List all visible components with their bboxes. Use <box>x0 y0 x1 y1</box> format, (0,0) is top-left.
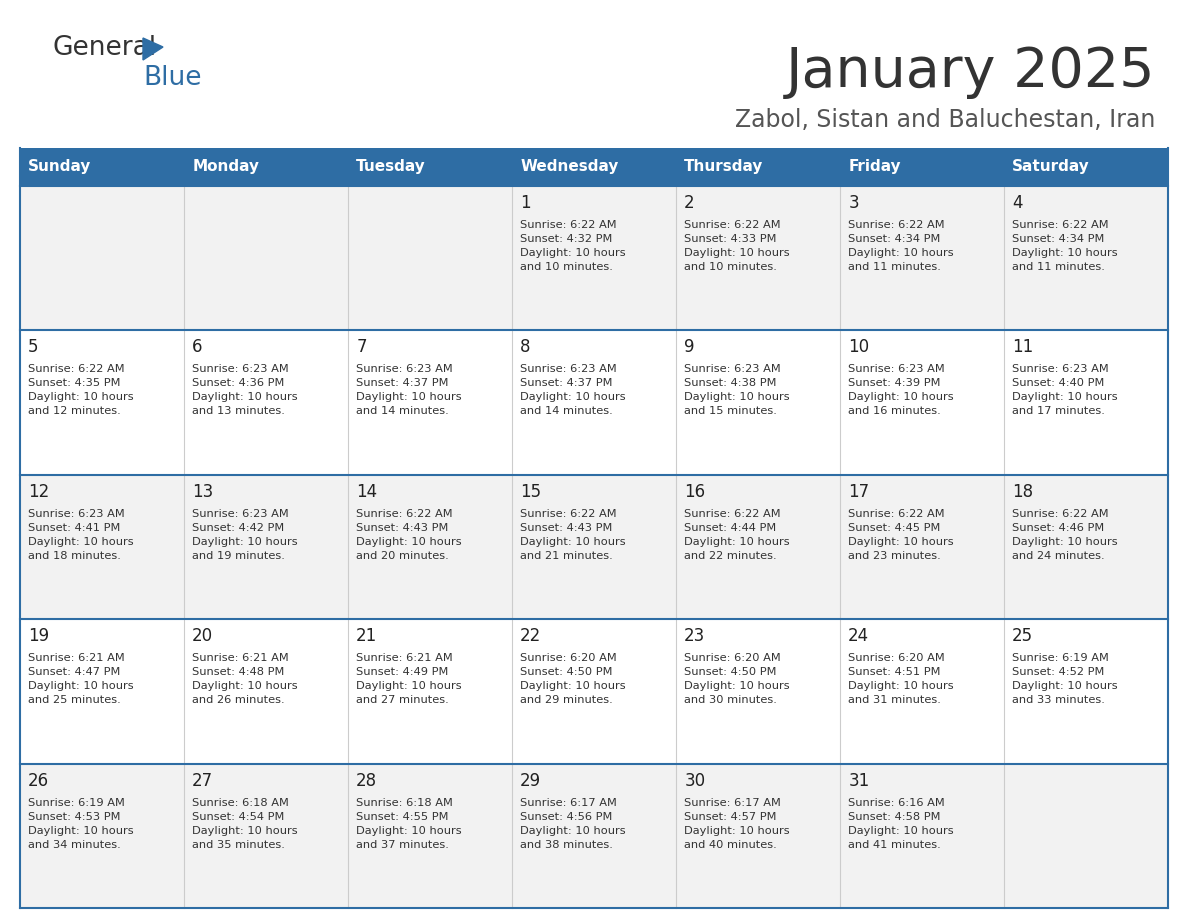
Text: Sunrise: 6:23 AM
Sunset: 4:39 PM
Daylight: 10 hours
and 16 minutes.: Sunrise: 6:23 AM Sunset: 4:39 PM Dayligh… <box>848 364 954 417</box>
Text: Sunrise: 6:18 AM
Sunset: 4:54 PM
Daylight: 10 hours
and 35 minutes.: Sunrise: 6:18 AM Sunset: 4:54 PM Dayligh… <box>192 798 298 849</box>
Text: 13: 13 <box>192 483 214 500</box>
Text: 14: 14 <box>356 483 378 500</box>
Text: Friday: Friday <box>848 160 901 174</box>
Text: 5: 5 <box>29 339 39 356</box>
Text: Sunrise: 6:23 AM
Sunset: 4:38 PM
Daylight: 10 hours
and 15 minutes.: Sunrise: 6:23 AM Sunset: 4:38 PM Dayligh… <box>684 364 790 417</box>
Bar <box>20 186 1168 330</box>
Text: Blue: Blue <box>143 65 202 91</box>
Bar <box>184 148 348 186</box>
Text: 3: 3 <box>848 194 859 212</box>
Text: Sunrise: 6:22 AM
Sunset: 4:46 PM
Daylight: 10 hours
and 24 minutes.: Sunrise: 6:22 AM Sunset: 4:46 PM Dayligh… <box>1012 509 1118 561</box>
Text: Sunrise: 6:23 AM
Sunset: 4:37 PM
Daylight: 10 hours
and 14 minutes.: Sunrise: 6:23 AM Sunset: 4:37 PM Dayligh… <box>520 364 626 417</box>
Polygon shape <box>143 38 163 60</box>
Text: 17: 17 <box>848 483 870 500</box>
Text: 12: 12 <box>29 483 50 500</box>
Text: Sunrise: 6:20 AM
Sunset: 4:51 PM
Daylight: 10 hours
and 31 minutes.: Sunrise: 6:20 AM Sunset: 4:51 PM Dayligh… <box>848 653 954 705</box>
Text: Sunrise: 6:18 AM
Sunset: 4:55 PM
Daylight: 10 hours
and 37 minutes.: Sunrise: 6:18 AM Sunset: 4:55 PM Dayligh… <box>356 798 462 849</box>
Text: Wednesday: Wednesday <box>520 160 619 174</box>
Text: Sunrise: 6:22 AM
Sunset: 4:44 PM
Daylight: 10 hours
and 22 minutes.: Sunrise: 6:22 AM Sunset: 4:44 PM Dayligh… <box>684 509 790 561</box>
Text: 1: 1 <box>520 194 531 212</box>
Text: Sunrise: 6:23 AM
Sunset: 4:41 PM
Daylight: 10 hours
and 18 minutes.: Sunrise: 6:23 AM Sunset: 4:41 PM Dayligh… <box>29 509 134 561</box>
Text: Sunrise: 6:17 AM
Sunset: 4:56 PM
Daylight: 10 hours
and 38 minutes.: Sunrise: 6:17 AM Sunset: 4:56 PM Dayligh… <box>520 798 626 849</box>
Bar <box>20 764 1168 908</box>
Text: Sunrise: 6:22 AM
Sunset: 4:35 PM
Daylight: 10 hours
and 12 minutes.: Sunrise: 6:22 AM Sunset: 4:35 PM Dayligh… <box>29 364 134 417</box>
Text: Sunrise: 6:19 AM
Sunset: 4:53 PM
Daylight: 10 hours
and 34 minutes.: Sunrise: 6:19 AM Sunset: 4:53 PM Dayligh… <box>29 798 134 849</box>
Text: 30: 30 <box>684 771 706 789</box>
Text: Sunday: Sunday <box>29 160 91 174</box>
Text: Sunrise: 6:16 AM
Sunset: 4:58 PM
Daylight: 10 hours
and 41 minutes.: Sunrise: 6:16 AM Sunset: 4:58 PM Dayligh… <box>848 798 954 849</box>
Text: 24: 24 <box>848 627 870 645</box>
Bar <box>348 148 512 186</box>
Text: Sunrise: 6:22 AM
Sunset: 4:45 PM
Daylight: 10 hours
and 23 minutes.: Sunrise: 6:22 AM Sunset: 4:45 PM Dayligh… <box>848 509 954 561</box>
Text: 21: 21 <box>356 627 378 645</box>
Text: Sunrise: 6:21 AM
Sunset: 4:48 PM
Daylight: 10 hours
and 26 minutes.: Sunrise: 6:21 AM Sunset: 4:48 PM Dayligh… <box>192 653 298 705</box>
Text: Zabol, Sistan and Baluchestan, Iran: Zabol, Sistan and Baluchestan, Iran <box>734 108 1155 132</box>
Text: 15: 15 <box>520 483 542 500</box>
Text: Thursday: Thursday <box>684 160 764 174</box>
Bar <box>20 475 1168 620</box>
Text: 7: 7 <box>356 339 367 356</box>
Text: 18: 18 <box>1012 483 1034 500</box>
Text: January 2025: January 2025 <box>785 45 1155 99</box>
Text: 8: 8 <box>520 339 531 356</box>
Text: Tuesday: Tuesday <box>356 160 426 174</box>
Text: 10: 10 <box>848 339 870 356</box>
Text: Sunrise: 6:23 AM
Sunset: 4:42 PM
Daylight: 10 hours
and 19 minutes.: Sunrise: 6:23 AM Sunset: 4:42 PM Dayligh… <box>192 509 298 561</box>
Text: 4: 4 <box>1012 194 1023 212</box>
Text: 16: 16 <box>684 483 706 500</box>
Text: 19: 19 <box>29 627 50 645</box>
Text: General: General <box>52 35 156 61</box>
Text: 25: 25 <box>1012 627 1034 645</box>
Bar <box>20 330 1168 475</box>
Text: Sunrise: 6:23 AM
Sunset: 4:36 PM
Daylight: 10 hours
and 13 minutes.: Sunrise: 6:23 AM Sunset: 4:36 PM Dayligh… <box>192 364 298 417</box>
Text: Sunrise: 6:23 AM
Sunset: 4:37 PM
Daylight: 10 hours
and 14 minutes.: Sunrise: 6:23 AM Sunset: 4:37 PM Dayligh… <box>356 364 462 417</box>
Text: 23: 23 <box>684 627 706 645</box>
Text: 22: 22 <box>520 627 542 645</box>
Text: Sunrise: 6:22 AM
Sunset: 4:34 PM
Daylight: 10 hours
and 11 minutes.: Sunrise: 6:22 AM Sunset: 4:34 PM Dayligh… <box>1012 220 1118 272</box>
Text: Sunrise: 6:21 AM
Sunset: 4:49 PM
Daylight: 10 hours
and 27 minutes.: Sunrise: 6:21 AM Sunset: 4:49 PM Dayligh… <box>356 653 462 705</box>
Text: Sunrise: 6:22 AM
Sunset: 4:34 PM
Daylight: 10 hours
and 11 minutes.: Sunrise: 6:22 AM Sunset: 4:34 PM Dayligh… <box>848 220 954 272</box>
Bar <box>840 148 1004 186</box>
Text: 29: 29 <box>520 771 542 789</box>
Text: 9: 9 <box>684 339 695 356</box>
Bar <box>20 148 184 186</box>
Bar <box>676 148 840 186</box>
Text: Sunrise: 6:22 AM
Sunset: 4:43 PM
Daylight: 10 hours
and 21 minutes.: Sunrise: 6:22 AM Sunset: 4:43 PM Dayligh… <box>520 509 626 561</box>
Bar <box>20 620 1168 764</box>
Text: 20: 20 <box>192 627 214 645</box>
Text: Sunrise: 6:23 AM
Sunset: 4:40 PM
Daylight: 10 hours
and 17 minutes.: Sunrise: 6:23 AM Sunset: 4:40 PM Dayligh… <box>1012 364 1118 417</box>
Text: Sunrise: 6:21 AM
Sunset: 4:47 PM
Daylight: 10 hours
and 25 minutes.: Sunrise: 6:21 AM Sunset: 4:47 PM Dayligh… <box>29 653 134 705</box>
Text: 2: 2 <box>684 194 695 212</box>
Text: Sunrise: 6:17 AM
Sunset: 4:57 PM
Daylight: 10 hours
and 40 minutes.: Sunrise: 6:17 AM Sunset: 4:57 PM Dayligh… <box>684 798 790 849</box>
Text: Sunrise: 6:20 AM
Sunset: 4:50 PM
Daylight: 10 hours
and 29 minutes.: Sunrise: 6:20 AM Sunset: 4:50 PM Dayligh… <box>520 653 626 705</box>
Text: Monday: Monday <box>192 160 259 174</box>
Text: Sunrise: 6:19 AM
Sunset: 4:52 PM
Daylight: 10 hours
and 33 minutes.: Sunrise: 6:19 AM Sunset: 4:52 PM Dayligh… <box>1012 653 1118 705</box>
Text: Sunrise: 6:22 AM
Sunset: 4:32 PM
Daylight: 10 hours
and 10 minutes.: Sunrise: 6:22 AM Sunset: 4:32 PM Dayligh… <box>520 220 626 272</box>
Bar <box>512 148 676 186</box>
Text: Sunrise: 6:20 AM
Sunset: 4:50 PM
Daylight: 10 hours
and 30 minutes.: Sunrise: 6:20 AM Sunset: 4:50 PM Dayligh… <box>684 653 790 705</box>
Text: 6: 6 <box>192 339 203 356</box>
Text: 31: 31 <box>848 771 870 789</box>
Text: Sunrise: 6:22 AM
Sunset: 4:33 PM
Daylight: 10 hours
and 10 minutes.: Sunrise: 6:22 AM Sunset: 4:33 PM Dayligh… <box>684 220 790 272</box>
Bar <box>1004 148 1168 186</box>
Text: 27: 27 <box>192 771 214 789</box>
Text: Saturday: Saturday <box>1012 160 1089 174</box>
Text: Sunrise: 6:22 AM
Sunset: 4:43 PM
Daylight: 10 hours
and 20 minutes.: Sunrise: 6:22 AM Sunset: 4:43 PM Dayligh… <box>356 509 462 561</box>
Text: 28: 28 <box>356 771 378 789</box>
Text: 11: 11 <box>1012 339 1034 356</box>
Text: 26: 26 <box>29 771 50 789</box>
